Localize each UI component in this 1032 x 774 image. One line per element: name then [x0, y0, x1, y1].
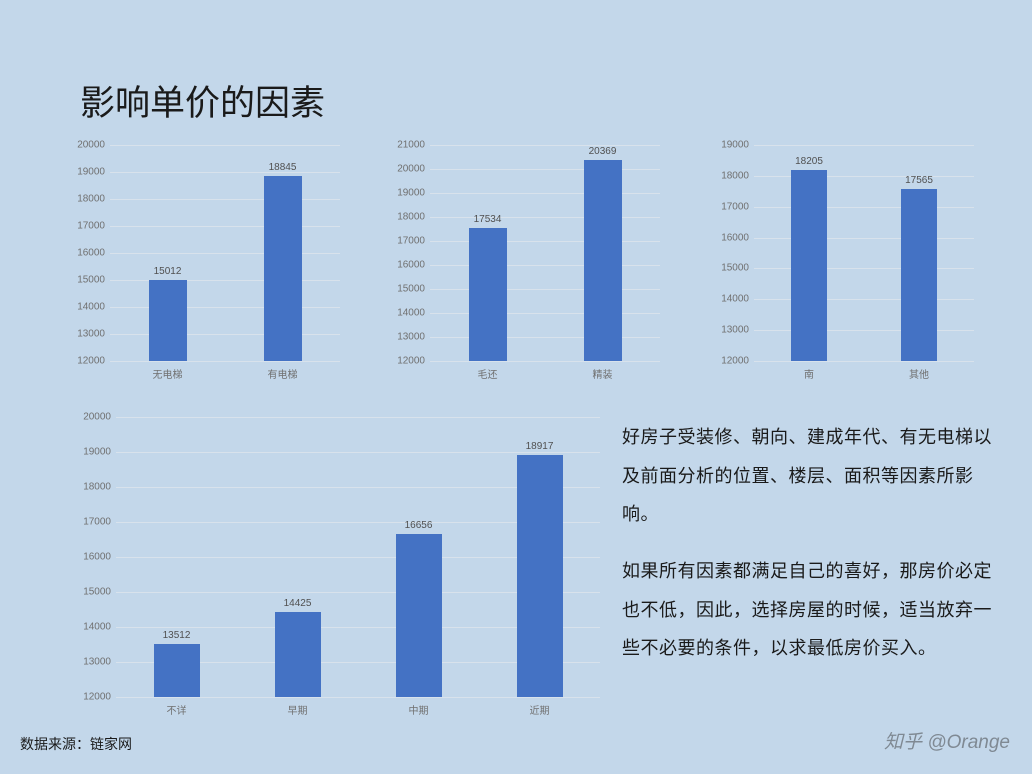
- y-tick: 17000: [707, 201, 749, 212]
- bar-value-label: 17534: [474, 214, 502, 225]
- y-tick: 21000: [383, 140, 425, 151]
- bar: 18845: [225, 162, 340, 361]
- bar-value-label: 18845: [269, 162, 297, 173]
- x-label: 无电梯: [110, 366, 225, 381]
- y-tick: 13000: [383, 332, 425, 343]
- y-tick: 19000: [383, 188, 425, 199]
- y-tick: 14000: [707, 294, 749, 305]
- y-tick: 20000: [63, 412, 111, 423]
- y-tick: 16000: [63, 552, 111, 563]
- x-label: 早期: [237, 702, 358, 717]
- bar-rect: [901, 189, 937, 361]
- bar-rect: [517, 455, 563, 697]
- y-tick: 12000: [63, 356, 105, 367]
- y-tick: 16000: [707, 232, 749, 243]
- y-tick: 17000: [63, 517, 111, 528]
- y-tick: 19000: [63, 447, 111, 458]
- bar-rect: [264, 176, 302, 361]
- y-tick: 17000: [383, 236, 425, 247]
- y-tick: 18000: [383, 212, 425, 223]
- paragraph-1: 好房子受装修、朝向、建成年代、有无电梯以及前面分析的位置、楼层、面积等因素所影响…: [622, 418, 1002, 534]
- watermark: 知乎 @Orange: [884, 727, 1010, 754]
- y-tick: 19000: [707, 140, 749, 151]
- bar-rect: [275, 612, 321, 697]
- y-tick: 17000: [63, 221, 105, 232]
- bar-rect: [396, 534, 442, 697]
- page-title: 影响单价的因素: [80, 75, 325, 126]
- y-tick: 13000: [63, 329, 105, 340]
- bar-rect: [154, 644, 200, 697]
- y-tick: 15000: [707, 263, 749, 274]
- x-label: 中期: [358, 702, 479, 717]
- bar: 20369: [545, 146, 660, 361]
- bar: 16656: [358, 520, 479, 697]
- y-tick: 15000: [63, 275, 105, 286]
- y-tick: 18000: [63, 194, 105, 205]
- bar: 18917: [479, 441, 600, 697]
- bar-value-label: 16656: [405, 520, 433, 531]
- bar-value-label: 14425: [284, 598, 312, 609]
- y-tick: 16000: [63, 248, 105, 259]
- y-tick: 12000: [63, 692, 111, 703]
- bar-value-label: 18205: [795, 156, 823, 167]
- bar: 17565: [864, 175, 974, 361]
- bar-value-label: 18917: [526, 441, 554, 452]
- y-tick: 20000: [383, 164, 425, 175]
- bar-rect: [584, 160, 622, 361]
- data-source: 数据来源：链家网: [20, 734, 132, 754]
- bar-rect: [791, 170, 827, 361]
- x-label: 近期: [479, 702, 600, 717]
- y-tick: 12000: [383, 356, 425, 367]
- bar-value-label: 17565: [905, 175, 933, 186]
- y-tick: 14000: [383, 308, 425, 319]
- bar-value-label: 13512: [163, 630, 191, 641]
- bar: 15012: [110, 266, 225, 361]
- bar: 14425: [237, 598, 358, 697]
- y-tick: 13000: [63, 657, 111, 668]
- x-label: 不详: [116, 702, 237, 717]
- y-tick: 19000: [63, 167, 105, 178]
- y-tick: 20000: [63, 140, 105, 151]
- bar-rect: [469, 228, 507, 361]
- y-tick: 13000: [707, 325, 749, 336]
- x-label: 南: [754, 366, 864, 381]
- y-tick: 15000: [383, 284, 425, 295]
- y-tick: 14000: [63, 302, 105, 313]
- bar: 18205: [754, 156, 864, 361]
- x-label: 毛还: [430, 366, 545, 381]
- y-tick: 16000: [383, 260, 425, 271]
- body-text: 好房子受装修、朝向、建成年代、有无电梯以及前面分析的位置、楼层、面积等因素所影响…: [622, 418, 1002, 668]
- y-tick: 15000: [63, 587, 111, 598]
- y-tick: 18000: [707, 170, 749, 181]
- bar: 17534: [430, 214, 545, 361]
- bar-rect: [149, 280, 187, 361]
- x-label: 精装: [545, 366, 660, 381]
- y-tick: 12000: [707, 356, 749, 367]
- x-label: 其他: [864, 366, 974, 381]
- paragraph-2: 如果所有因素都满足自己的喜好，那房价必定也不低，因此，选择房屋的时候，适当放弃一…: [622, 552, 1002, 668]
- bar: 13512: [116, 630, 237, 697]
- y-tick: 14000: [63, 622, 111, 633]
- bar-value-label: 20369: [589, 146, 617, 157]
- y-tick: 18000: [63, 482, 111, 493]
- x-label: 有电梯: [225, 366, 340, 381]
- bar-value-label: 15012: [154, 266, 182, 277]
